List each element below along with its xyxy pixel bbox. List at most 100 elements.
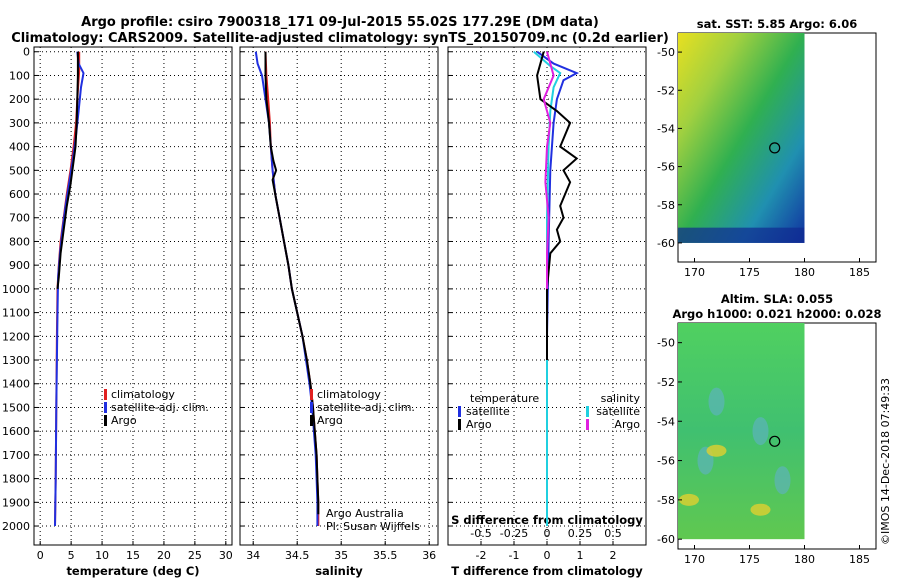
profile-location-marker (769, 142, 781, 154)
depth-tick-label: 1700 (2, 449, 30, 462)
depth-tick-label: 1300 (2, 354, 30, 367)
map-y-tick-label: -52 (657, 376, 675, 389)
x-tick-label: 34.5 (285, 549, 310, 562)
depth-tick-label: 1600 (2, 425, 30, 438)
map-high-sla (679, 493, 699, 506)
x2-tick-label: 0 (544, 527, 551, 540)
legend-label: Argo (614, 418, 640, 431)
depth-tick-label: 1500 (2, 401, 30, 414)
legend-label: Argo (111, 414, 137, 427)
legend-swatch (104, 402, 107, 413)
map-eddy (752, 417, 769, 446)
depth-tick-label: 800 (9, 235, 30, 248)
map-y-tick-label: -56 (657, 455, 675, 468)
x2-tick-label: -0.5 (470, 527, 491, 540)
map-x-tick-label: 180 (794, 553, 815, 566)
map-y-tick-label: -60 (657, 533, 675, 546)
map-y-tick-label: -56 (657, 161, 675, 174)
map-title-line1: Altim. SLA: 0.055 (721, 292, 833, 306)
legend-swatch (104, 415, 107, 426)
map-y-tick-label: -50 (657, 337, 675, 350)
x-tick-label: 2 (610, 549, 617, 562)
depth-tick-label: 1100 (2, 307, 30, 320)
x-tick-label: 30 (219, 549, 233, 562)
depth-tick-label: 700 (9, 212, 30, 225)
map-title-line2: Argo h1000: 0.021 h2000: 0.028 (672, 307, 881, 321)
map-field (678, 33, 805, 243)
depth-tick-label: 600 (9, 188, 30, 201)
x-tick-label: -1 (509, 549, 520, 562)
x-tick-label: 10 (95, 549, 109, 562)
legend-label: climatology (317, 388, 381, 401)
legend-label: Argo (317, 414, 343, 427)
depth-tick-label: 1400 (2, 378, 30, 391)
legend-label: Argo (466, 418, 492, 431)
map-panels: 170 175 180 185 -50 -52 -54 -56 -58 -60 sat. SST: … (657, 17, 882, 566)
map-cold-band (678, 227, 805, 243)
map-y-tick-label: -58 (657, 494, 675, 507)
x2-tick-label: -0.25 (500, 527, 528, 540)
map-y-tick-label: -60 (657, 237, 675, 250)
map-y-tick-label: -54 (657, 415, 675, 428)
series-line-argo (56, 51, 79, 290)
x-tick-label: 20 (157, 549, 171, 562)
map-title: sat. SST: 5.85 Argo: 6.06 (697, 17, 857, 31)
x-tick-label: -2 (476, 549, 487, 562)
depth-tick-label: 1200 (2, 330, 30, 343)
depth-tick-label: 400 (9, 141, 30, 154)
map-x-tick-label: 170 (684, 266, 705, 279)
x-axis-label: temperature (deg C) (66, 564, 199, 578)
legend-swatch (310, 402, 313, 413)
map-x-tick-label: 180 (794, 266, 815, 279)
panel-temperature: 0100200300400500600700800900100011001200… (2, 46, 233, 578)
depth-tick-label: 2000 (2, 520, 30, 533)
profile-panels: 0100200300400500600700800900100011001200… (2, 46, 647, 578)
x-tick-label: 35.5 (373, 549, 398, 562)
map-field (678, 323, 805, 540)
depth-tick-label: 1800 (2, 473, 30, 486)
map-x-tick-label: 175 (739, 266, 760, 279)
map-high-sla (706, 444, 727, 457)
depth-tick-label: 1000 (2, 283, 30, 296)
x2-tick-label: 0.25 (568, 527, 593, 540)
depth-tick-label: 500 (9, 164, 30, 177)
legend-swatch (458, 406, 461, 417)
profile-location-marker (769, 435, 781, 447)
legend-label: satellite-adj. clim. (317, 401, 415, 414)
series-line-argo (264, 51, 320, 515)
x-tick-label: 25 (188, 549, 202, 562)
title-line2: Climatology: CARS2009. Satellite-adjuste… (11, 31, 669, 46)
x-axis-label: salinity (315, 564, 363, 578)
legend-label: satellite-adj. clim. (111, 401, 209, 414)
depth-tick-label: 900 (9, 259, 30, 272)
map-y-tick-label: -58 (657, 199, 675, 212)
map-eddy (774, 466, 791, 495)
legend-title: salinity (601, 392, 641, 405)
legend-swatch (586, 406, 589, 417)
map-y-tick-label: -54 (657, 122, 675, 135)
series-line-s-argo (542, 51, 555, 289)
depth-tick-label: 100 (9, 69, 30, 82)
series-line-satellite-adj-clim- (54, 51, 85, 527)
legend-swatch (104, 389, 107, 400)
x-tick-label: 34 (246, 549, 260, 562)
x-tick-label: 5 (68, 549, 75, 562)
x2-tick-label: 0.5 (604, 527, 622, 540)
title-line1: Argo profile: csiro 7900318_171 09-Jul-2… (81, 15, 599, 30)
panel-salinity: 34 34.5 35 35.5 36 salinity climatologysatelli… (239, 46, 439, 578)
map-x-tick-label: 185 (849, 266, 870, 279)
series-line-t-argo (536, 51, 579, 360)
credit-annotation: Argo Australia (326, 507, 404, 520)
legend-swatch (310, 415, 313, 426)
map-x-tick-label: 185 (849, 553, 870, 566)
x-tick-label: 1 (577, 549, 584, 562)
legend-label: climatology (111, 388, 175, 401)
x-axis-label: T difference from climatology (451, 564, 643, 578)
map-sat_sst: 170 175 180 185 -50 -52 -54 -56 -58 -60 sat. SST: … (657, 17, 877, 279)
legend-label: satellite (466, 405, 510, 418)
legend-title: temperature (470, 392, 539, 405)
x-tick-label: 35 (334, 549, 348, 562)
panel-frame (239, 46, 439, 546)
x-tick-label: 0 (544, 549, 551, 562)
